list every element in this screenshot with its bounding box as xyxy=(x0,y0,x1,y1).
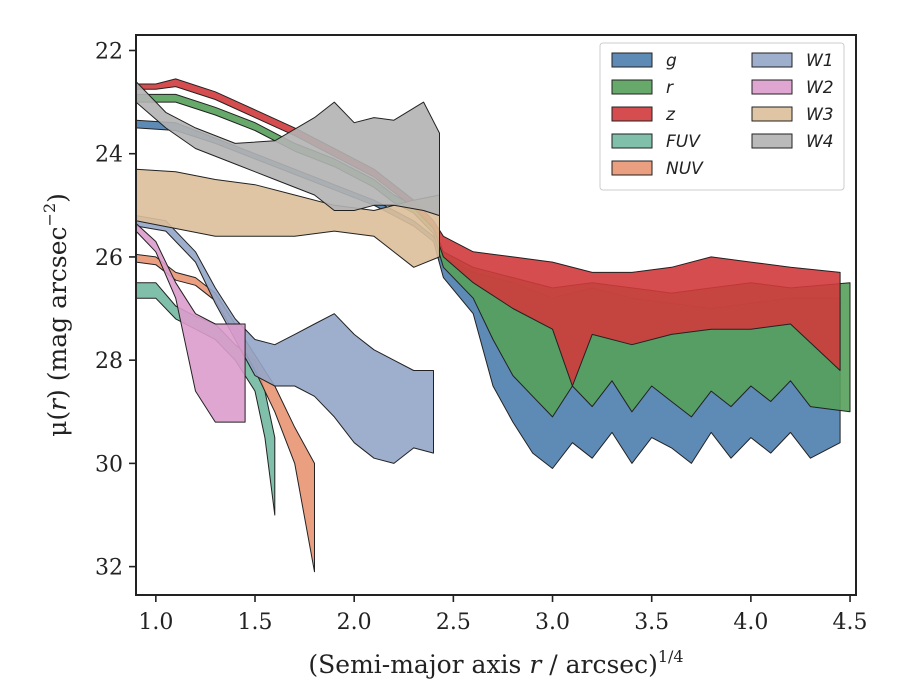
series-band-w2 xyxy=(136,222,246,423)
x-axis-title: (Semi-major axis r / arcsec)1/4 xyxy=(308,647,683,679)
y-tick-label: 28 xyxy=(95,349,123,374)
series-fills xyxy=(136,78,851,573)
y-tick-label: 22 xyxy=(95,39,123,64)
x-tick-label: 3.0 xyxy=(535,610,570,635)
y-tick-label: 26 xyxy=(95,246,123,271)
y-tick-label: 30 xyxy=(95,452,123,477)
y-tick-label: 24 xyxy=(95,143,123,168)
x-tick-label: 2.0 xyxy=(337,610,372,635)
x-tick-label: 1.5 xyxy=(238,610,273,635)
legend-swatch-w1 xyxy=(751,52,793,68)
legend-swatch-w4 xyxy=(751,133,793,149)
x-tick-label: 4.0 xyxy=(733,610,768,635)
legend-swatch-fuv xyxy=(611,133,653,149)
legend-label-nuv: NUV xyxy=(666,159,704,179)
y-axis-title: μ(r) (mag arcsec−2) xyxy=(40,193,72,437)
legend-label-w1: W1 xyxy=(806,51,834,71)
axis-ticks: 1.0 1.5 2.0 2.5 3.0 3.5 4.0 4.5 22 24 26 28 30 32 xyxy=(95,39,868,635)
x-tick-label: 1.0 xyxy=(138,610,173,635)
legend-label-w4: W4 xyxy=(806,132,834,152)
legend-label-r: r xyxy=(666,78,674,98)
y-tick-label: 32 xyxy=(95,556,123,581)
legend-label-g: g xyxy=(666,51,677,71)
x-tick-label: 3.5 xyxy=(634,610,669,635)
x-tick-label: 4.5 xyxy=(833,610,868,635)
legend-swatch-r xyxy=(611,79,653,95)
legend-label-z: z xyxy=(665,105,676,125)
series-band-nuv xyxy=(136,253,315,573)
legend-label-w3: W3 xyxy=(806,105,834,125)
legend-swatch-w3 xyxy=(751,106,793,122)
series-band-w3 xyxy=(136,168,440,268)
x-tick-label: 2.5 xyxy=(436,610,471,635)
legend-label-w2: W2 xyxy=(806,78,834,98)
legend-label-fuv: FUV xyxy=(666,132,701,152)
legend: grz FUV NUV W1 W2 W3 W4 xyxy=(599,42,845,191)
legend-swatch-w2 xyxy=(751,79,793,95)
legend-swatch-nuv xyxy=(611,160,653,176)
plot-frame xyxy=(135,34,857,596)
legend-swatch-z xyxy=(611,106,653,122)
series-band-w4 xyxy=(136,81,440,217)
legend-swatch-g xyxy=(611,52,653,68)
